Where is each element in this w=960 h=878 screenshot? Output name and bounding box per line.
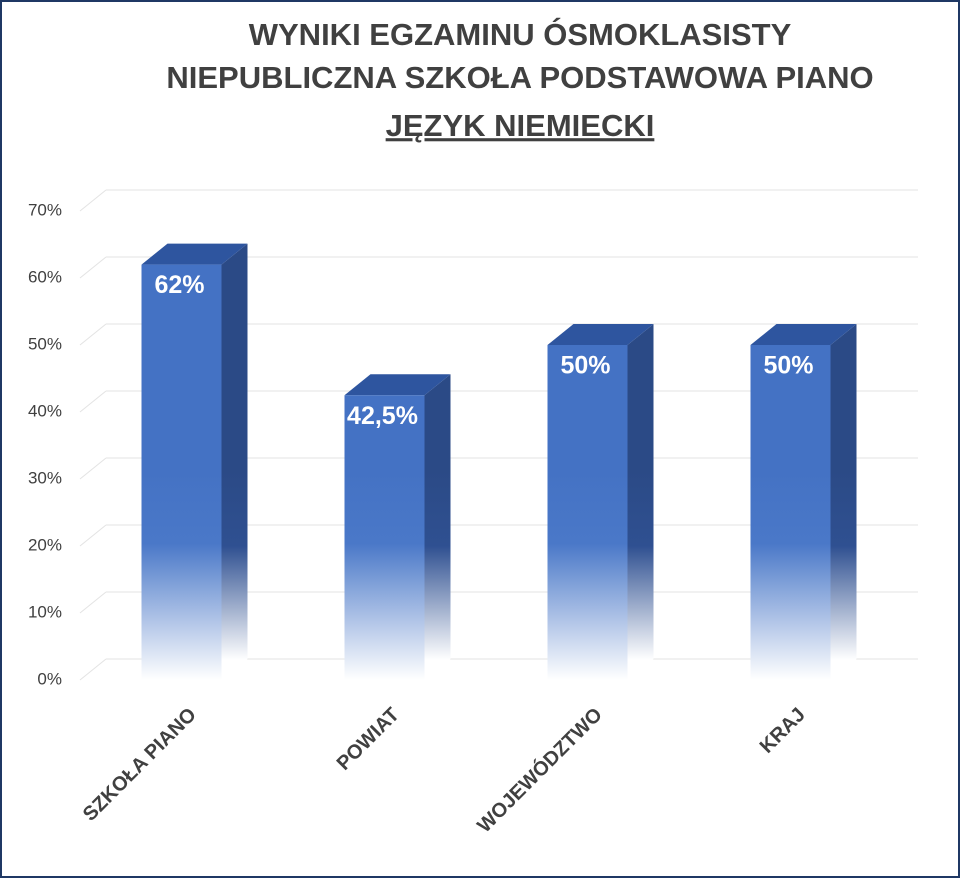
value-label: 62% <box>154 271 204 299</box>
grid-line <box>79 658 107 681</box>
value-label: 50% <box>763 352 813 380</box>
bar <box>750 345 831 680</box>
grid-line <box>79 591 107 614</box>
grid-line <box>79 390 107 413</box>
bar-side <box>830 324 857 680</box>
bar-top <box>141 243 248 265</box>
grid-line <box>79 524 107 547</box>
bar <box>547 345 628 680</box>
y-tick-label: 60% <box>28 267 62 286</box>
bar-top <box>750 324 857 345</box>
x-tick-label: POWIAT <box>333 704 404 775</box>
grid-line <box>79 189 107 212</box>
y-tick-label: 10% <box>28 602 62 621</box>
chart-subtitle: JĘZYK NIEMIECKI <box>386 108 655 143</box>
bar-top <box>547 324 654 345</box>
x-tick-label: SZKOŁA PIANO <box>79 704 201 826</box>
grid-line <box>79 457 107 480</box>
grid-line <box>79 256 107 279</box>
y-tick-label: 0% <box>37 669 62 688</box>
x-tick-label: WOJEWÓDZTWO <box>472 702 607 837</box>
bar-side <box>627 324 654 680</box>
value-label: 42,5% <box>347 402 418 430</box>
bar <box>344 395 425 680</box>
value-label: 50% <box>560 352 610 380</box>
y-tick-label: 70% <box>28 200 62 219</box>
y-tick-label: 40% <box>28 401 62 420</box>
chart-title: WYNIKI EGZAMINU ÓSMOKLASISTY <box>249 16 792 52</box>
y-tick-label: 30% <box>28 468 62 487</box>
grid-line <box>79 323 107 346</box>
x-tick-label: KRAJ <box>756 704 810 758</box>
bar-top <box>344 374 451 396</box>
y-tick-label: 50% <box>28 334 62 353</box>
bar <box>141 264 222 680</box>
bar-side <box>424 374 451 680</box>
bar-side <box>221 243 248 680</box>
chart-title: NIEPUBLICZNA SZKOŁA PODSTAWOWA PIANO <box>166 60 873 95</box>
y-tick-label: 20% <box>28 535 62 554</box>
